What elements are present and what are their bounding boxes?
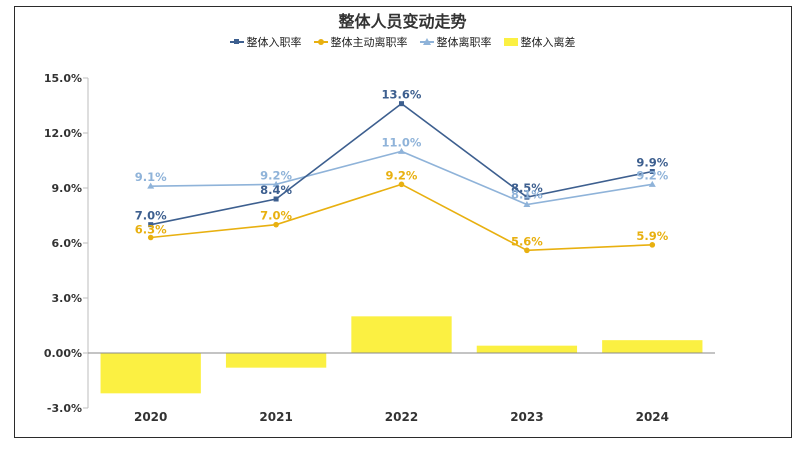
bar-net-difference bbox=[225, 353, 327, 368]
y-tick-label: 9.0% bbox=[51, 182, 82, 195]
x-tick-label: 2020 bbox=[134, 410, 167, 424]
bar-net-difference bbox=[100, 353, 201, 394]
data-label: 5.6% bbox=[511, 234, 543, 248]
data-label: 9.2% bbox=[386, 168, 418, 182]
triangle-marker-icon bbox=[419, 37, 434, 47]
circle-marker-icon bbox=[313, 37, 328, 47]
square-marker bbox=[649, 169, 655, 174]
data-label: 7.0% bbox=[260, 209, 292, 223]
series-line bbox=[150, 102, 653, 226]
square-marker-icon bbox=[229, 37, 244, 47]
y-tick-label: 15.0% bbox=[44, 72, 82, 85]
data-label: 8.5% bbox=[511, 181, 543, 195]
x-tick-label: 2023 bbox=[510, 410, 543, 424]
legend-label: 整体离职率 bbox=[436, 36, 492, 49]
square-marker bbox=[148, 222, 154, 228]
y-tick-label: 3.0% bbox=[51, 292, 82, 305]
y-tick-label: 6.0% bbox=[51, 237, 82, 250]
circle-marker bbox=[524, 247, 530, 254]
circle-marker bbox=[147, 234, 154, 241]
data-label: 8.4% bbox=[260, 183, 292, 197]
y-tick-label: -3.0% bbox=[47, 402, 82, 415]
data-label: 8.1% bbox=[511, 188, 543, 202]
triangle-marker bbox=[398, 147, 405, 154]
data-label: 13.6% bbox=[382, 88, 422, 102]
data-label: 6.3% bbox=[135, 223, 167, 237]
data-label: 5.9% bbox=[636, 229, 668, 243]
square-marker bbox=[524, 194, 530, 200]
x-tick-label: 2021 bbox=[259, 410, 292, 424]
data-label: 11.0% bbox=[382, 135, 422, 149]
x-tick-label: 2024 bbox=[636, 410, 669, 424]
bar-net-difference bbox=[351, 316, 452, 353]
legend-item-net-difference[interactable]: 整体入离差 bbox=[503, 34, 576, 50]
series-line bbox=[150, 183, 653, 252]
bar-net-difference bbox=[476, 345, 578, 353]
legend-label: 整体入职率 bbox=[246, 36, 302, 49]
bar-swatch-icon bbox=[503, 37, 518, 47]
triangle-marker bbox=[147, 182, 155, 189]
circle-marker bbox=[398, 181, 405, 188]
data-label: 9.2% bbox=[636, 168, 668, 182]
data-label: 9.1% bbox=[135, 170, 167, 184]
chart-title: 整体人员变动走势 bbox=[338, 12, 467, 31]
square-marker bbox=[399, 101, 404, 107]
data-label: 9.9% bbox=[636, 156, 668, 170]
triangle-marker bbox=[523, 201, 531, 207]
y-tick-label: 12.0% bbox=[44, 127, 82, 140]
legend-label: 整体入离差 bbox=[520, 36, 576, 49]
y-tick-label: 0.00% bbox=[44, 347, 82, 360]
triangle-marker bbox=[648, 180, 656, 187]
x-tick-label: 2022 bbox=[385, 410, 418, 424]
legend: 整体入职率 整体主动离职率 整体离职率 整体入离差 bbox=[0, 34, 805, 50]
data-label: 7.0% bbox=[135, 209, 167, 223]
triangle-marker bbox=[272, 180, 280, 187]
legend-label: 整体主动离职率 bbox=[330, 36, 408, 49]
circle-marker bbox=[273, 221, 279, 228]
circle-marker bbox=[649, 242, 656, 248]
legend-item-voluntary-turnover[interactable]: 整体主动离职率 bbox=[313, 34, 408, 50]
square-marker bbox=[273, 196, 279, 202]
legend-item-turnover-rate[interactable]: 整体离职率 bbox=[419, 34, 492, 50]
data-label: 9.2% bbox=[260, 168, 292, 182]
bar-net-difference bbox=[602, 340, 703, 353]
legend-item-hire-rate[interactable]: 整体入职率 bbox=[229, 34, 302, 50]
